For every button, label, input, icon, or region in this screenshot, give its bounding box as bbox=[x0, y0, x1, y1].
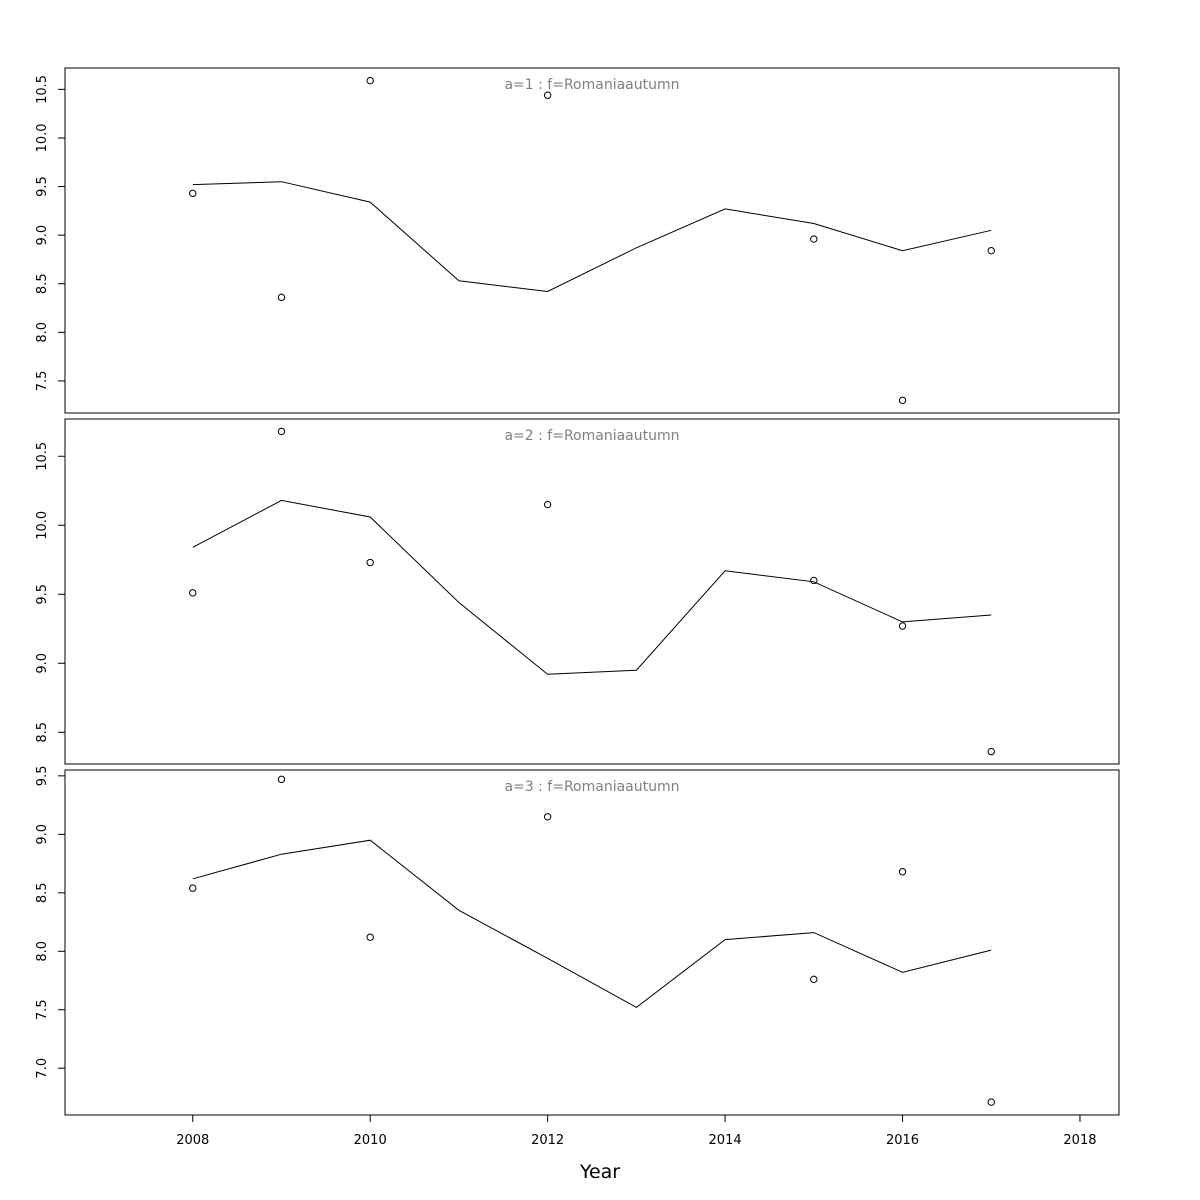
y-tick-label: 8.5 bbox=[35, 273, 50, 294]
panel-title: a=1 : f=Romaniaautumn bbox=[504, 77, 679, 93]
observed-point bbox=[898, 868, 907, 876]
x-tick-label: 2012 bbox=[531, 1133, 564, 1148]
panel-frame bbox=[64, 418, 1120, 765]
y-tick-label: 7.5 bbox=[35, 371, 50, 392]
fitted-series-line bbox=[192, 839, 992, 1008]
y-tick-label: 9.0 bbox=[35, 824, 50, 845]
observed-point bbox=[189, 589, 197, 597]
observed-point bbox=[810, 975, 818, 984]
y-tick-label: 9.5 bbox=[35, 176, 50, 197]
y-tick-label: 9.0 bbox=[35, 653, 50, 674]
y-tick-label: 8.0 bbox=[35, 322, 50, 343]
panel-1: a=1 : f=Romaniaautumn 7.5 8.0 8.5 9.0 9.5 10.0… bbox=[35, 67, 1120, 414]
observed-point bbox=[898, 622, 907, 630]
fitted-series-line bbox=[192, 181, 992, 293]
observed-point bbox=[189, 884, 197, 892]
panel-3: a=3 : f=Romaniaautumn 7.0 7.5 8.0 8.5 9.0 9.5 bbox=[35, 766, 1120, 1116]
chart-panels: a=1 : f=Romaniaautumn 7.5 8.0 8.5 9.0 9.5 10.0… bbox=[35, 67, 1120, 1116]
observed-point bbox=[366, 933, 374, 941]
observed-point bbox=[987, 1098, 995, 1106]
y-tick-label: 8.0 bbox=[35, 941, 50, 962]
observed-point bbox=[810, 576, 818, 585]
y-tick-label: 9.5 bbox=[35, 766, 50, 787]
observed-point bbox=[987, 247, 995, 255]
observed-point bbox=[277, 775, 286, 784]
observed-point bbox=[189, 189, 197, 198]
panel-title: a=2 : f=Romaniaautumn bbox=[504, 428, 679, 444]
panel-frame bbox=[64, 67, 1120, 414]
observed-point bbox=[543, 91, 552, 99]
panel-frame bbox=[64, 769, 1120, 1116]
y-tick-label: 9.0 bbox=[35, 225, 50, 246]
observed-point bbox=[898, 396, 907, 405]
fitted-series-line bbox=[192, 499, 992, 675]
observed-point bbox=[277, 427, 286, 436]
x-tick-label: 2014 bbox=[709, 1133, 742, 1148]
y-tick-label: 10.5 bbox=[35, 442, 50, 471]
y-tick-label: 7.0 bbox=[35, 1058, 50, 1079]
x-axis: 2008 2010 2012 2014 2016 2018 bbox=[176, 1114, 1097, 1148]
observed-point bbox=[366, 76, 374, 85]
panel-title: a=3 : f=Romaniaautumn bbox=[504, 779, 679, 795]
y-tick-label: 7.5 bbox=[35, 999, 50, 1020]
observed-point bbox=[810, 235, 818, 243]
observed-point bbox=[277, 293, 286, 302]
y-tick-label: 8.5 bbox=[35, 722, 50, 743]
x-tick-label: 2008 bbox=[176, 1133, 209, 1148]
panel-2: a=2 : f=Romaniaautumn 8.5 9.0 9.5 10.0 10.5 bbox=[35, 418, 1120, 765]
y-tick-label: 10.0 bbox=[35, 123, 50, 152]
x-tick-label: 2010 bbox=[354, 1133, 387, 1148]
y-tick-label: 9.5 bbox=[35, 584, 50, 605]
y-tick-label: 10.0 bbox=[35, 511, 50, 540]
x-tick-label: 2016 bbox=[886, 1133, 919, 1148]
observed-point bbox=[987, 747, 995, 756]
x-tick-label: 2018 bbox=[1063, 1133, 1096, 1148]
y-tick-label: 10.5 bbox=[35, 75, 50, 104]
y-tick-label: 8.5 bbox=[35, 882, 50, 903]
observed-point bbox=[543, 500, 552, 509]
observed-point bbox=[366, 558, 374, 567]
observed-point bbox=[543, 813, 552, 821]
x-axis-title: Year bbox=[579, 1161, 620, 1183]
